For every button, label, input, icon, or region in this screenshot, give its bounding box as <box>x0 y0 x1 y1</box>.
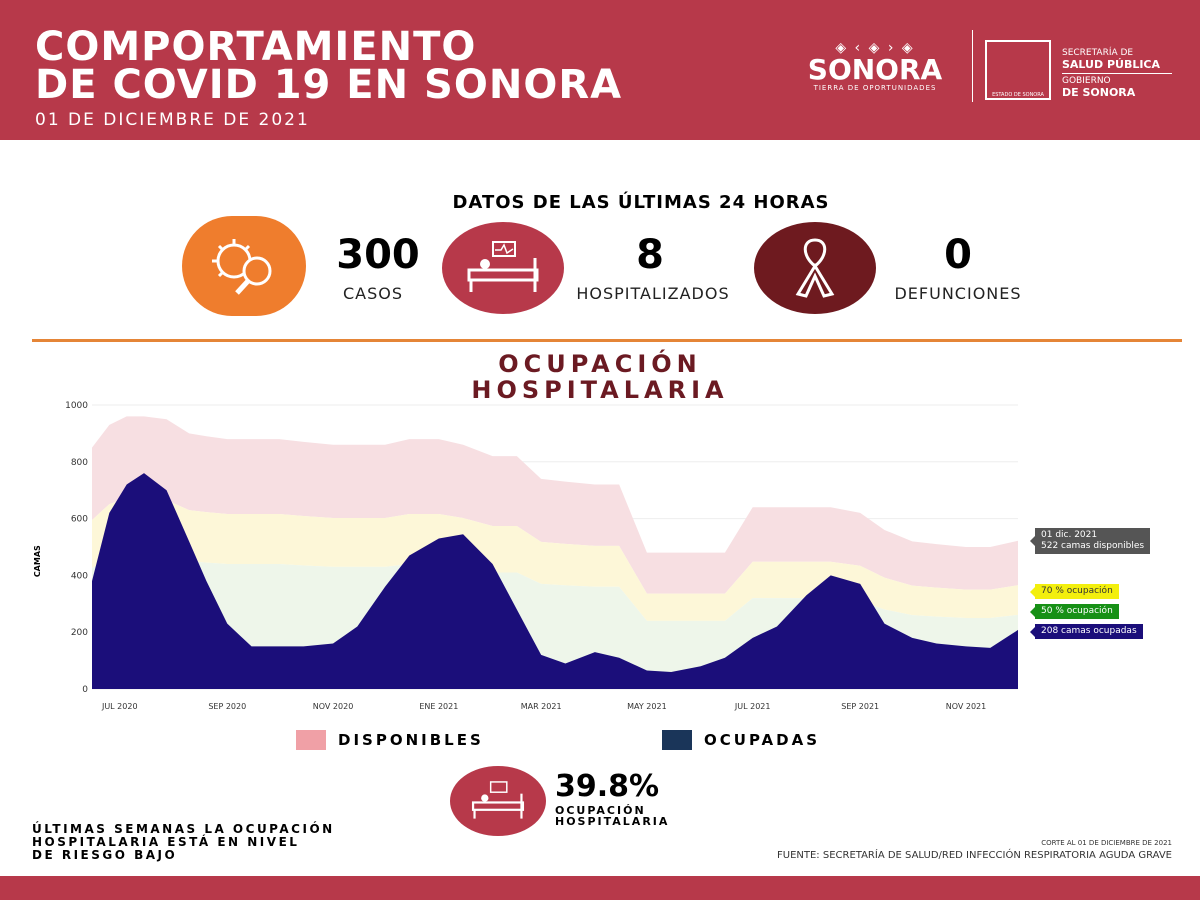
dept-line: SALUD PÚBLICA <box>1062 58 1161 71</box>
chart-title-1: OCUPACIÓN <box>498 350 702 378</box>
logo-tagline: TIERRA DE OPORTUNIDADES <box>813 84 937 92</box>
legend-swatch <box>296 730 326 750</box>
dept-line: DE SONORA <box>1062 86 1136 99</box>
x-tick-label: SEP 2021 <box>841 702 879 711</box>
logo-main: SONORA <box>807 53 943 86</box>
legend-occupied: OCUPADAS <box>662 730 820 750</box>
occupancy-label-2: HOSPITALARIA <box>555 815 670 828</box>
annotation-occupied: 208 camas ocupadas <box>1030 624 1143 639</box>
cases-value: 300 <box>336 232 420 278</box>
header: COMPORTAMIENTO DE COVID 19 EN SONORA 01 D… <box>0 0 1200 140</box>
available-area <box>92 416 1018 594</box>
chart-title-2: HOSPITALARIA <box>471 376 729 404</box>
y-axis-label: CAMAS <box>33 545 42 577</box>
note-line: DE RIESGO BAJO <box>32 848 178 862</box>
x-tick-label: MAR 2021 <box>521 702 562 711</box>
annotation-date: 01 dic. 2021 <box>1041 530 1098 540</box>
legend-label: OCUPADAS <box>704 731 821 749</box>
note-line: HOSPITALARIA ESTÁ EN NIVEL <box>32 835 300 849</box>
legend-swatch <box>662 730 692 750</box>
band-70-area <box>92 498 1018 621</box>
x-tick-label: ENE 2021 <box>419 702 458 711</box>
deaths-value: 0 <box>944 232 972 278</box>
pattern-icon: ◈ ‹ ◈ › ◈ <box>835 40 915 56</box>
page-title: COMPORTAMIENTO DE COVID 19 EN SONORA <box>35 24 623 108</box>
legend-label: DISPONIBLES <box>338 731 484 749</box>
title-line-1: COMPORTAMIENTO <box>35 24 477 70</box>
y-tick-label: 800 <box>71 458 88 468</box>
dept-line: SECRETARÍA DE <box>1062 48 1134 58</box>
occupancy-percent: 39.8% <box>555 769 660 804</box>
divider <box>972 30 973 102</box>
x-tick-label: SEP 2020 <box>208 702 246 711</box>
section-divider <box>32 339 1182 342</box>
hospitalized-value: 8 <box>636 232 664 278</box>
x-tick-label: NOV 2021 <box>946 702 987 711</box>
department-logo: SECRETARÍA DE SALUD PÚBLICA GOBIERNO DE … <box>1062 48 1172 99</box>
y-tick-label: 400 <box>71 571 88 581</box>
y-tick-label: 1000 <box>65 401 88 411</box>
seal-text: ESTADO DE SONORA <box>992 92 1044 98</box>
x-tick-label: JUL 2021 <box>734 702 771 711</box>
occupancy-label-1: OCUPACIÓN <box>555 804 646 817</box>
hospital-bed-icon <box>442 222 564 314</box>
y-tick-label: 600 <box>71 515 88 525</box>
y-tick-label: 0 <box>82 685 88 695</box>
kpi-title: DATOS DE LAS ÚLTIMAS 24 HORAS <box>452 192 830 213</box>
sonora-logo: ◈ ‹ ◈ › ◈ SONORA TIERRA DE OPORTUNIDADES <box>790 40 960 92</box>
virus-magnifier-icon <box>182 216 306 316</box>
report-date: 01 DE DICIEMBRE DE 2021 <box>35 110 310 130</box>
title-line-2: DE COVID 19 EN SONORA <box>35 62 623 108</box>
occupancy-label: OCUPACIÓN HOSPITALARIA <box>555 805 669 827</box>
hospital-bed-icon <box>450 766 546 836</box>
ribbon-icon <box>754 222 876 314</box>
deaths-label: DEFUNCIONES <box>894 284 1022 303</box>
cut-date: CORTE AL 01 DE DICIEMBRE DE 2021 <box>1041 839 1172 847</box>
occupied-area <box>92 473 1018 689</box>
annotation-70: 70 % ocupación <box>1030 584 1119 599</box>
state-seal-icon: ESTADO DE SONORA <box>985 40 1051 100</box>
annotation-available: 01 dic. 2021 522 camas disponibles <box>1029 528 1151 554</box>
dept-line: GOBIERNO <box>1062 76 1111 86</box>
source-text: FUENTE: SECRETARÍA DE SALUD/RED INFECCIÓ… <box>777 850 1172 861</box>
note-line: ÚLTIMAS SEMANAS LA OCUPACIÓN <box>32 822 335 836</box>
footer-bar <box>0 876 1200 900</box>
risk-note: ÚLTIMAS SEMANAS LA OCUPACIÓN HOSPITALARIA… <box>32 823 335 862</box>
x-tick-label: JUL 2020 <box>101 702 138 711</box>
x-tick-label: MAY 2021 <box>627 702 667 711</box>
hospitalized-label: HOSPITALIZADOS <box>576 284 730 303</box>
cases-label: CASOS <box>342 284 404 303</box>
annotation-50: 50 % ocupación <box>1030 604 1119 619</box>
y-tick-label: 200 <box>71 628 88 638</box>
occupancy-chart: 0 200 400 600 800 1000 CAMAS JUL 2020 SEP 2020 NO… <box>33 401 1018 711</box>
annotation-available-text: 522 camas disponibles <box>1041 541 1145 551</box>
x-tick-label: NOV 2020 <box>313 702 354 711</box>
legend-available: DISPONIBLES <box>296 730 484 750</box>
